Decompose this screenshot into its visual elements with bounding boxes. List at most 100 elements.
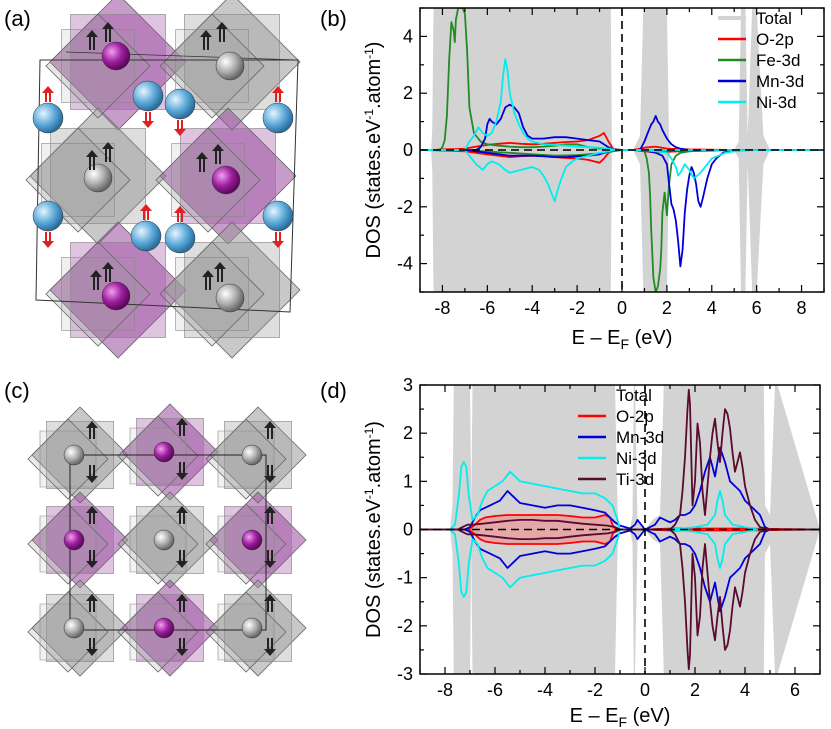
series-ni-3d-down-b xyxy=(420,149,824,203)
x-tick-label-b: -2 xyxy=(569,298,585,318)
series-ni-3d-down-d xyxy=(420,528,820,598)
legend-label: Ni-3d xyxy=(616,449,657,468)
a-site-atom xyxy=(164,88,196,120)
octahedron xyxy=(155,127,261,233)
legend-label: Mn-3d xyxy=(756,72,804,91)
spin-arrow-icon xyxy=(200,30,212,37)
x-tick-label-d: -8 xyxy=(437,680,453,700)
spin-arrow-icon xyxy=(86,150,98,157)
octahedron-face xyxy=(41,143,115,217)
b-site-atom xyxy=(101,281,131,311)
y-tick-label-d: -2 xyxy=(397,616,413,636)
b-site-atom xyxy=(211,165,241,195)
y-tick-label-b: -4 xyxy=(397,254,413,274)
y-tick-label-d: 2 xyxy=(403,423,413,443)
b-site-atom xyxy=(153,529,175,551)
y-axis-label-b: DOS (states.eV-1.atom-1) xyxy=(362,42,385,259)
spin-arrow-icon xyxy=(272,86,284,93)
spin-arrow-icon xyxy=(196,152,208,159)
series-ni-3d-d xyxy=(420,461,820,531)
a-site-atom xyxy=(32,102,64,134)
b-site-atom xyxy=(241,617,263,639)
b-site-atom xyxy=(241,444,263,466)
spin-arrow-icon xyxy=(86,30,98,37)
b-site-atom xyxy=(83,163,113,193)
x-tick-label-d: 6 xyxy=(790,680,800,700)
x-tick-label-b: 8 xyxy=(797,298,807,318)
legend-label: Mn-3d xyxy=(616,428,664,447)
octahedron-face xyxy=(61,257,135,331)
series-fe-3d-down-b xyxy=(420,149,824,292)
legend-label: O-2p xyxy=(756,30,794,49)
x-tick-label-d: 0 xyxy=(640,680,650,700)
spin-arrow-icon xyxy=(176,594,188,601)
dos-chart-d: -8 -6 -4 -2 0 2 4 6 -3 -2 -1 0 1 2 3 E – EF (eV) DOS (st… xyxy=(362,375,821,729)
series-ti-3d-down-d xyxy=(420,528,820,671)
dos-chart-b: -8 -6 -4 -2 0 2 4 6 8 -4 -2 0 2 4 E – EF (eV) DOS (stat… xyxy=(362,7,825,352)
crystal-structure-a xyxy=(25,0,301,359)
spin-arrow-icon xyxy=(176,649,188,656)
spin-arrow-icon xyxy=(176,473,188,480)
spin-arrow-icon xyxy=(264,506,276,513)
x-tick-label-d: 4 xyxy=(740,680,750,700)
spin-arrow-icon xyxy=(216,22,228,29)
y-tick-label-d: 0 xyxy=(403,520,413,540)
legend-label: Ni-3d xyxy=(756,93,797,112)
spin-arrow-icon xyxy=(142,121,154,128)
series-ni-3d-b xyxy=(420,58,824,151)
x-tick-label-b: -8 xyxy=(434,298,450,318)
y-tick-label-b: 0 xyxy=(403,140,413,160)
b-site-atom xyxy=(63,529,85,551)
octahedron xyxy=(159,241,265,347)
b-site-atom xyxy=(153,617,175,639)
x-tick-label-b: -6 xyxy=(479,298,495,318)
spin-arrow-icon xyxy=(140,204,152,211)
spin-arrow-icon xyxy=(264,561,276,568)
legend-label: O-2p xyxy=(616,407,654,426)
b-site-atom xyxy=(215,51,245,81)
y-tick-label-d: -1 xyxy=(397,568,413,588)
y-tick-label-b: 4 xyxy=(403,26,413,46)
spin-arrow-icon xyxy=(90,270,102,277)
legend-label: Total xyxy=(756,9,792,28)
spin-arrow-icon xyxy=(272,241,284,248)
legend-label: Ti-3d xyxy=(616,470,654,489)
spin-arrow-icon xyxy=(86,561,98,568)
x-axis-label-d: E – EF (eV) xyxy=(570,705,671,729)
x-tick-label-b: 0 xyxy=(617,298,627,318)
spin-arrow-icon xyxy=(264,476,276,483)
spin-arrow-icon xyxy=(264,649,276,656)
octahedron xyxy=(45,241,151,347)
spin-arrow-icon xyxy=(86,476,98,483)
legend-label: Fe-3d xyxy=(756,51,800,70)
spin-arrow-icon xyxy=(214,262,226,269)
y-tick-label-d: 3 xyxy=(403,375,413,395)
a-site-atom xyxy=(164,222,196,254)
x-tick-label-d: -4 xyxy=(537,680,553,700)
a-site-atom xyxy=(32,200,64,232)
series-fill-o-2p-d xyxy=(420,515,820,530)
spin-arrow-icon xyxy=(174,129,186,136)
b-site-atom xyxy=(101,41,131,71)
series-ti-3d-d xyxy=(420,388,820,531)
x-tick-label-b: 4 xyxy=(707,298,717,318)
y-tick-label-d: 1 xyxy=(403,471,413,491)
y-tick-label-b: 2 xyxy=(403,83,413,103)
spin-arrow-icon xyxy=(86,649,98,656)
b-site-atom xyxy=(153,441,175,463)
spin-arrow-icon xyxy=(264,594,276,601)
legend-d: Total O-2p Mn-3d Ni-3d Ti-3d xyxy=(578,386,664,489)
octahedron xyxy=(45,13,151,119)
octahedron-face xyxy=(171,143,245,217)
spin-arrow-icon xyxy=(102,262,114,269)
panel-label-d: (d) xyxy=(320,378,347,403)
legend-b: Total O-2p Fe-3d Mn-3d Ni-3d xyxy=(718,9,804,112)
series-fill-o-2p-down-d xyxy=(420,529,820,544)
spin-arrow-icon xyxy=(86,421,98,428)
x-tick-label-b: -4 xyxy=(524,298,540,318)
spin-arrow-icon xyxy=(86,594,98,601)
y-axis-label-d: DOS (states.eV-1.atom-1) xyxy=(362,421,385,638)
spin-arrow-icon xyxy=(176,561,188,568)
spin-arrow-icon xyxy=(42,241,54,248)
